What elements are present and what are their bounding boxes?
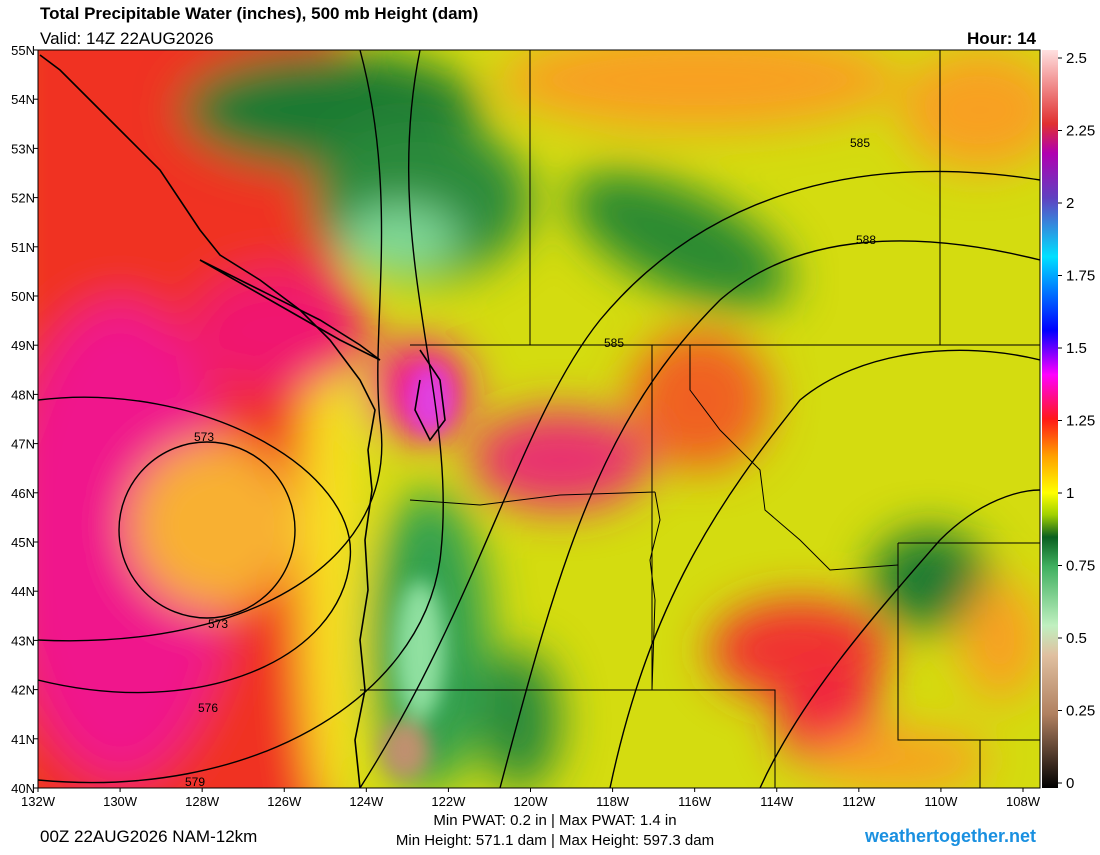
lat-tick-label: 52N	[11, 191, 35, 206]
colorbar-tick-label: 1.75	[1066, 268, 1095, 285]
lat-tick-label: 45N	[11, 535, 35, 550]
contour-label: 585	[604, 336, 624, 350]
lat-tick-label: 53N	[11, 141, 35, 156]
lon-tick-label: 108W	[1006, 794, 1041, 809]
lon-tick-label: 128W	[185, 794, 220, 809]
pwat-range: Min PWAT: 0.2 in | Max PWAT: 1.4 in	[433, 812, 676, 829]
coastline	[39, 54, 446, 788]
field	[38, 50, 1040, 788]
contour-label: 579	[185, 775, 205, 789]
contour-labels: 573 573 576 579 585 585 588	[185, 136, 876, 789]
colorbar-tick-label: 2.25	[1066, 123, 1095, 140]
colorbar-tick-label: 2	[1066, 195, 1074, 212]
lon-tick-label: 124W	[349, 794, 384, 809]
lat-tick-label: 40N	[11, 781, 35, 796]
colorbar-tick-label: 1.25	[1066, 413, 1095, 430]
colorbar-tick-label: 0	[1066, 775, 1074, 792]
contour-label: 573	[194, 430, 214, 444]
colorbar-tick-label: 0.75	[1066, 558, 1095, 575]
contour-label: 576	[198, 701, 218, 715]
lon-tick-label: 114W	[760, 794, 794, 809]
lon-tick-label: 122W	[431, 794, 466, 809]
lat-tick-label: 49N	[11, 338, 35, 353]
lon-tick-label: 132W	[21, 794, 56, 809]
colorbar	[1042, 50, 1058, 788]
lon-tick-label: 126W	[267, 794, 302, 809]
lat-tick-label: 48N	[11, 387, 35, 402]
lon-tick-label: 110W	[924, 794, 958, 809]
lat-tick-label: 50N	[11, 289, 35, 304]
colorbar-tick-label: 0.5	[1066, 630, 1087, 647]
lat-tick-label: 46N	[11, 486, 35, 501]
colorbar-tick-label: 2.5	[1066, 50, 1087, 67]
lon-tick-label: 112W	[842, 794, 876, 809]
map-frame	[37, 49, 1041, 789]
forecast-hour: Hour: 14	[967, 29, 1037, 48]
lat-tick-label: 43N	[11, 633, 35, 648]
height-contours	[38, 50, 1040, 788]
height-range: Min Height: 571.1 dam | Max Height: 597.…	[396, 832, 714, 849]
lon-tick-label: 118W	[596, 794, 630, 809]
contour-label: 585	[850, 136, 870, 150]
lat-tick-label: 51N	[11, 240, 35, 255]
boundaries	[360, 50, 1040, 788]
lat-tick-label: 55N	[11, 43, 35, 58]
title: Total Precipitable Water (inches), 500 m…	[40, 4, 478, 23]
lat-tick-label: 42N	[11, 683, 35, 698]
valid-time: Valid: 14Z 22AUG2026	[40, 29, 214, 48]
contour-label: 573	[208, 617, 228, 631]
colorbar-tick-label: 1.5	[1066, 340, 1087, 357]
lat-tick-label: 41N	[11, 732, 35, 747]
lon-tick-label: 120W	[514, 794, 549, 809]
site-credit: weathertogether.net	[864, 826, 1036, 846]
colorbar-tick-label: 1	[1066, 485, 1074, 502]
lon-tick-label: 116W	[678, 794, 712, 809]
lon-tick-label: 130W	[103, 794, 138, 809]
lat-tick-label: 54N	[11, 92, 35, 107]
lat-tick-label: 44N	[11, 584, 35, 599]
contour-label: 588	[856, 233, 876, 247]
colorbar-tick-label: 0.25	[1066, 703, 1095, 720]
lat-tick-label: 47N	[11, 437, 35, 452]
model-run: 00Z 22AUG2026 NAM-12km	[40, 827, 257, 846]
